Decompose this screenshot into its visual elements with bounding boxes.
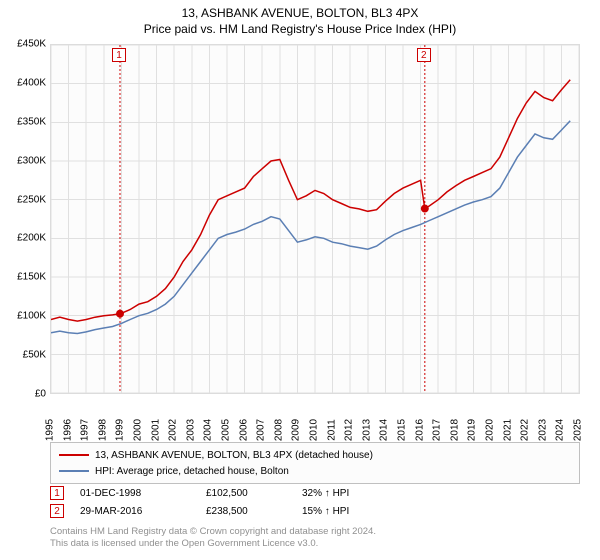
chart-svg: [51, 45, 579, 393]
chart-footer: Contains HM Land Registry data © Crown c…: [50, 526, 580, 551]
event-price: £102,500: [206, 488, 286, 499]
legend-row: 13, ASHBANK AVENUE, BOLTON, BL3 4PX (det…: [59, 447, 571, 463]
sales-row: 2 29-MAR-2016 £238,500 15% ↑ HPI: [50, 502, 580, 520]
x-axis-tick: 2019: [467, 419, 478, 441]
x-axis-tick: 2006: [238, 419, 249, 441]
x-axis-tick: 2001: [150, 419, 161, 441]
y-axis-tick: £350K: [17, 116, 46, 127]
x-axis-tick: 2008: [273, 419, 284, 441]
x-axis-tick: 2017: [432, 419, 443, 441]
x-axis-labels: 1995199619971998199920002001200220032004…: [50, 398, 580, 442]
x-axis-tick: 1996: [62, 419, 73, 441]
x-axis-tick: 2014: [379, 419, 390, 441]
y-axis-tick: £200K: [17, 233, 46, 244]
x-axis-tick: 2002: [168, 419, 179, 441]
y-axis-tick: £100K: [17, 311, 46, 322]
x-axis-tick: 1995: [45, 419, 56, 441]
x-axis-tick: 2021: [502, 419, 513, 441]
event-date: 01-DEC-1998: [80, 488, 190, 499]
event-marker-box: 1: [112, 48, 126, 62]
y-axis-tick: £150K: [17, 272, 46, 283]
x-axis-tick: 2015: [397, 419, 408, 441]
x-axis-tick: 2013: [361, 419, 372, 441]
x-axis-tick: 2012: [344, 419, 355, 441]
sales-row: 1 01-DEC-1998 £102,500 32% ↑ HPI: [50, 484, 580, 502]
event-delta: 15% ↑ HPI: [302, 506, 382, 517]
x-axis-tick: 2025: [573, 419, 584, 441]
x-axis-tick: 2005: [221, 419, 232, 441]
event-delta: 32% ↑ HPI: [302, 488, 382, 499]
chart-title-line2: Price paid vs. HM Land Registry's House …: [0, 22, 600, 36]
x-axis-tick: 2023: [537, 419, 548, 441]
legend-label-0: 13, ASHBANK AVENUE, BOLTON, BL3 4PX (det…: [95, 450, 373, 461]
event-marker-1: 1: [50, 486, 64, 500]
y-axis-tick: £0: [35, 389, 46, 400]
x-axis-tick: 2007: [256, 419, 267, 441]
y-axis-tick: £400K: [17, 77, 46, 88]
legend-label-1: HPI: Average price, detached house, Bolt…: [95, 466, 289, 477]
event-marker-box: 2: [417, 48, 431, 62]
x-axis-tick: 2024: [555, 419, 566, 441]
x-axis-tick: 1998: [97, 419, 108, 441]
x-axis-tick: 2022: [520, 419, 531, 441]
footer-line1: Contains HM Land Registry data © Crown c…: [50, 526, 580, 538]
chart-plot-area: [50, 44, 580, 394]
chart-title-line1: 13, ASHBANK AVENUE, BOLTON, BL3 4PX: [0, 6, 600, 20]
event-marker-2: 2: [50, 504, 64, 518]
event-date: 29-MAR-2016: [80, 506, 190, 517]
sales-events-table: 1 01-DEC-1998 £102,500 32% ↑ HPI 2 29-MA…: [50, 484, 580, 520]
x-axis-tick: 2010: [309, 419, 320, 441]
y-axis-labels: £0£50K£100K£150K£200K£250K£300K£350K£400…: [4, 44, 46, 394]
chart-legend: 13, ASHBANK AVENUE, BOLTON, BL3 4PX (det…: [50, 442, 580, 484]
y-axis-tick: £300K: [17, 155, 46, 166]
x-axis-tick: 2020: [485, 419, 496, 441]
x-axis-tick: 2009: [291, 419, 302, 441]
x-axis-tick: 2016: [414, 419, 425, 441]
x-axis-tick: 2018: [449, 419, 460, 441]
x-axis-tick: 2000: [133, 419, 144, 441]
x-axis-tick: 2003: [185, 419, 196, 441]
x-axis-tick: 1999: [115, 419, 126, 441]
legend-swatch-0: [59, 454, 89, 456]
x-axis-tick: 1997: [80, 419, 91, 441]
chart-title-block: 13, ASHBANK AVENUE, BOLTON, BL3 4PX Pric…: [0, 0, 600, 36]
footer-line2: This data is licensed under the Open Gov…: [50, 538, 580, 550]
y-axis-tick: £50K: [23, 350, 46, 361]
legend-swatch-1: [59, 470, 89, 472]
y-axis-tick: £450K: [17, 39, 46, 50]
x-axis-tick: 2011: [326, 419, 337, 441]
y-axis-tick: £250K: [17, 194, 46, 205]
event-price: £238,500: [206, 506, 286, 517]
legend-row: HPI: Average price, detached house, Bolt…: [59, 463, 571, 479]
x-axis-tick: 2004: [203, 419, 214, 441]
